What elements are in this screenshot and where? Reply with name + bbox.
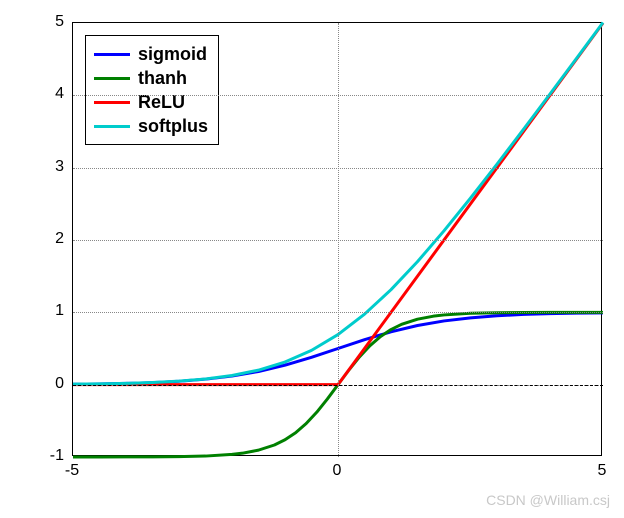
gridline-horizontal	[73, 168, 603, 169]
zero-line	[73, 385, 603, 386]
chart-container: sigmoid thanhReLUsoftplus CSDN @William.c…	[0, 0, 624, 518]
x-tick-label: 0	[333, 462, 342, 480]
legend-row-ReLU: ReLU	[94, 90, 208, 114]
legend-label: softplus	[138, 116, 208, 137]
legend-swatch	[94, 77, 130, 80]
watermark: CSDN @William.csj	[486, 492, 610, 508]
y-tick-label: 2	[55, 230, 64, 248]
legend-row-thanh: thanh	[94, 66, 208, 90]
y-tick-label: 0	[55, 375, 64, 393]
x-tick-label: 5	[598, 462, 607, 480]
legend-swatch	[94, 101, 130, 104]
y-tick-label: 1	[55, 302, 64, 320]
legend-swatch	[94, 53, 130, 56]
legend-label: sigmoid	[138, 44, 207, 65]
y-tick-label: 3	[55, 158, 64, 176]
y-tick-label: 4	[55, 85, 64, 103]
legend-row-softplus: softplus	[94, 114, 208, 138]
legend-label: thanh	[138, 68, 187, 89]
gridline-horizontal	[73, 312, 603, 313]
legend-swatch	[94, 125, 130, 128]
legend: sigmoid thanhReLUsoftplus	[85, 35, 219, 145]
y-tick-label: -1	[50, 447, 64, 465]
x-tick-label: -5	[65, 462, 79, 480]
legend-row-sigmoid: sigmoid	[94, 42, 208, 66]
gridline-horizontal	[73, 95, 603, 96]
y-tick-label: 5	[55, 13, 64, 31]
plot-area: sigmoid thanhReLUsoftplus	[72, 22, 602, 456]
gridline-horizontal	[73, 240, 603, 241]
